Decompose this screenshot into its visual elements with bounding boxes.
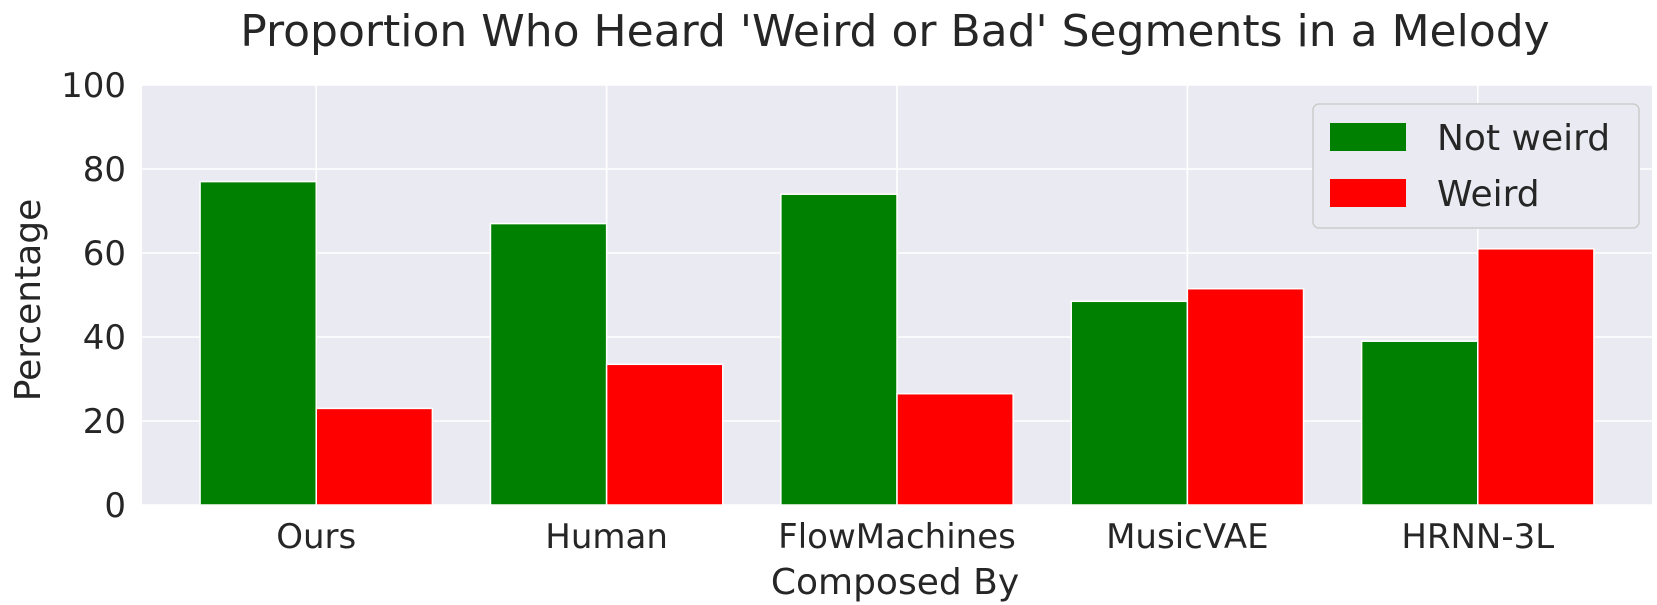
bar-weird [1186,287,1305,506]
x-axis-ticks: Ours Human FlowMachines MusicVAE HRNN-3L [276,517,1554,557]
bar-weird [896,392,1014,506]
y-tick-label: 40 [83,318,126,358]
y-axis-ticks: 0 20 40 60 80 100 [61,66,126,526]
bar-not-weird [1070,300,1189,506]
x-tick-label: Ours [276,517,356,557]
bar-weird [1477,248,1595,506]
x-tick-label: Human [545,517,668,557]
bar-not-weird [199,180,317,506]
bar-weird [315,407,434,506]
y-tick-label: 20 [83,402,126,442]
x-axis-label: Composed By [771,562,1019,603]
x-tick-label: HRNN-3L [1401,517,1554,557]
y-tick-label: 60 [83,234,126,274]
y-tick-label: 0 [104,486,126,526]
legend-label-weird: Weird [1437,174,1540,215]
bar-weird [605,363,724,506]
legend-swatch-not-weird [1330,123,1406,151]
bar-not-weird [1360,340,1479,506]
x-tick-label: MusicVAE [1106,517,1269,557]
y-tick-label: 100 [61,66,126,106]
bar-not-weird [489,222,608,506]
x-tick-label: FlowMachines [778,517,1016,557]
chart-title: Proportion Who Heard 'Weird or Bad' Segm… [240,6,1549,57]
legend: Not weird Weird [1312,103,1640,229]
legend-label-not-weird: Not weird [1437,118,1610,159]
y-axis-label: Percentage [8,199,49,402]
y-tick-label: 80 [83,150,126,190]
bar-not-weird [780,193,898,506]
legend-swatch-weird [1330,179,1406,207]
bars [199,180,1595,506]
